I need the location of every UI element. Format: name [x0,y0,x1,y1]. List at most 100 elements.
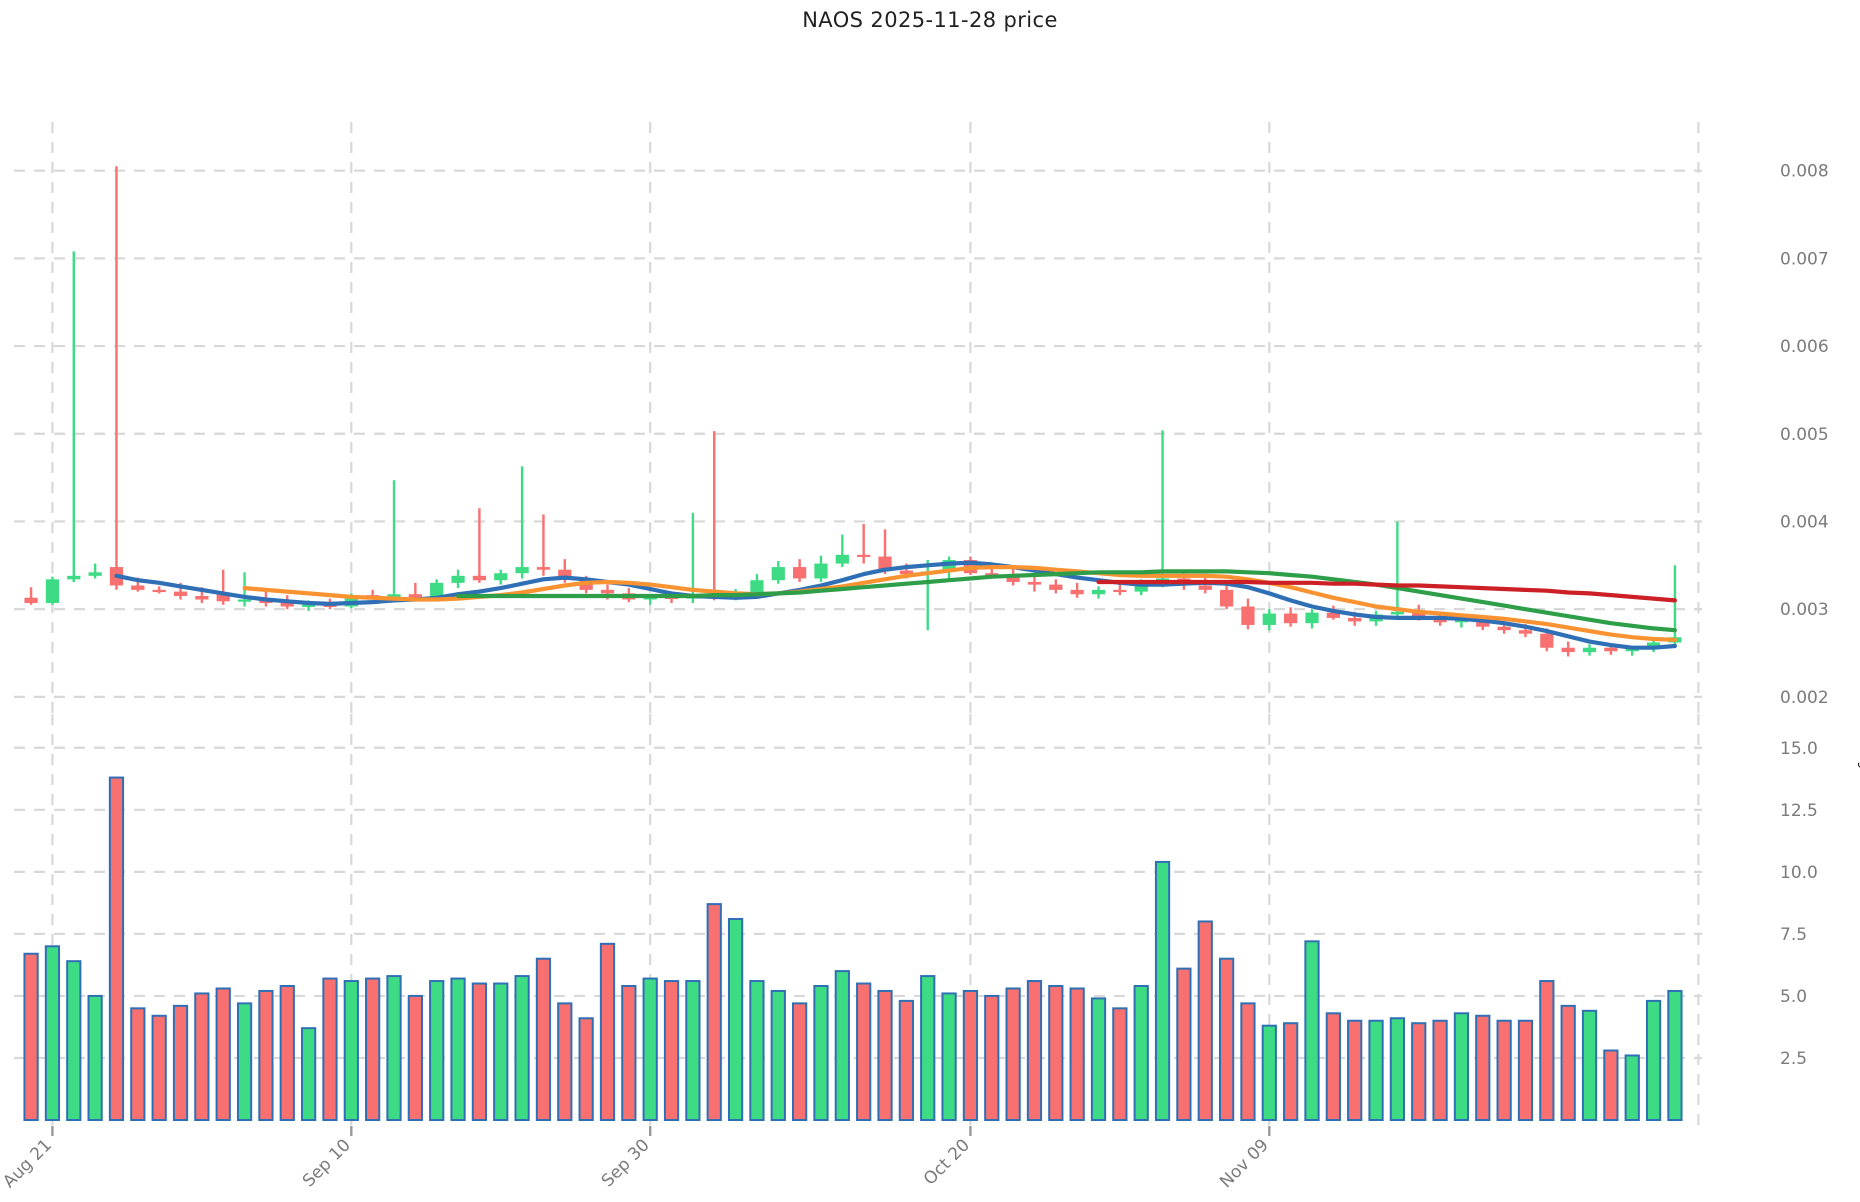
candlestick [1070,582,1084,598]
volume-bar [130,1007,146,1121]
candlestick [1305,609,1319,629]
candlestick [515,466,529,579]
candlestick [451,569,465,589]
candle-body [24,597,38,604]
axis-titles: PriceVolume106 [1856,404,1860,970]
volume-bar [215,987,231,1122]
volume-bar [1432,1019,1448,1121]
volume-bar [1603,1049,1619,1122]
candle-body [1219,589,1234,607]
volume-bar [1240,1002,1256,1121]
candlestick [771,560,785,584]
price-tick-label: 0.005 [1780,425,1829,445]
candle-body [1518,630,1533,634]
candle-body [899,570,913,575]
volume-bar [236,1002,253,1121]
candlestick [878,529,892,575]
candlestick [1241,598,1255,630]
candle-body [152,589,166,593]
volume-bar [1112,1007,1128,1121]
price-tick-labels: 0.008 0.007 0.006 0.005 0.004 0.003 0.002 [1780,162,1829,708]
volume-bar [322,977,338,1121]
volume-bar [1517,1019,1534,1121]
candle-body [1241,606,1255,625]
volume-bar [962,989,979,1121]
x-tick-labels: Aug 21 Sep 10 Sep 30 Oct 20 Nov 09 [0,1126,1273,1192]
volume-bar [1261,1024,1277,1122]
volume-bar [1667,989,1683,1121]
candle-body [344,595,358,607]
volume-bar [1283,1022,1299,1122]
moving-average-lines [114,560,1677,650]
volume-exponent-label: 106 [1856,761,1860,790]
volume-bar [194,992,210,1122]
candlestick [942,556,956,581]
ma-line [1096,579,1677,603]
candle-body [88,572,102,576]
volume-bar [685,980,701,1122]
page-title: NAOS 2025-11-28 price [802,8,1058,32]
candlestick [793,559,807,582]
volume-bar [599,942,616,1121]
volume-bar [642,977,658,1121]
candle-body [835,554,849,564]
volume-bar [1048,985,1064,1121]
volume-bar [87,994,103,1121]
volume-bar [770,989,786,1121]
ma-line [114,560,1677,650]
price-tick-label: 0.006 [1780,337,1829,357]
candle-body [408,594,422,598]
candle-body [1604,647,1618,652]
candlestick [536,514,551,576]
volume-bar [920,975,936,1122]
volume-bar [23,952,39,1121]
candlestick [814,555,828,582]
volume-bar [429,980,445,1122]
candle-body [237,599,252,602]
volume-bar [1581,1009,1598,1122]
volume-bar [984,994,1000,1121]
volume-bar [535,957,552,1121]
volume-bar [663,980,680,1122]
volume-bar [514,975,530,1122]
volume-bar [1389,1017,1406,1122]
volume-bar [471,982,488,1121]
volume-bar [279,985,295,1121]
candlestick [1262,609,1276,631]
volume-bar [792,1002,808,1121]
candlestick [707,431,721,601]
volume-bar [1026,980,1043,1122]
candle-body [643,596,657,600]
volume-bar [1304,940,1320,1121]
price-tick-label: 0.004 [1780,512,1829,532]
candle-body [515,567,529,574]
volume-bar [1645,999,1662,1122]
x-tick-label: Sep 10 [299,1135,355,1191]
candle-body [45,579,60,604]
candle-body [1134,581,1148,592]
volume-bar [621,985,637,1121]
volume-tick-label: 12.5 [1780,801,1818,821]
candlestick [1561,641,1575,657]
candlestick [216,569,230,605]
price-gridlines [14,169,1702,698]
candle-body [1348,617,1362,622]
candle-body [1540,633,1554,648]
x-tick-label: Nov 09 [1216,1135,1273,1192]
candle-body [814,563,828,579]
volume-bar [856,982,872,1121]
candlestick [1091,586,1106,599]
candle-body [1070,589,1084,595]
x-tick-label: Oct 20 [920,1135,974,1189]
volume-bar [1475,1014,1491,1121]
candlestick [1155,430,1170,588]
volume-bar [1539,980,1555,1122]
candle-body [1113,589,1127,593]
candle-body [1476,619,1490,627]
volume-bar [300,1027,317,1121]
volume-bar [1411,1022,1427,1122]
candle-body [1646,642,1661,648]
candle-body [942,560,956,572]
volume-bar [1218,957,1235,1121]
